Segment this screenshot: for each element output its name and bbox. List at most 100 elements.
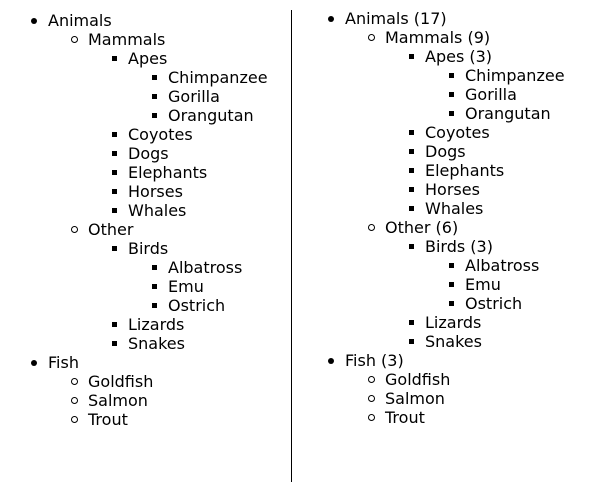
list-item: Coyotes <box>0 125 290 144</box>
square-bullet-icon <box>407 180 417 199</box>
tree-item-birds: Birds Albatross Emu Ostrich <box>0 239 290 315</box>
square-bullet-icon <box>407 161 417 180</box>
tree-label: Other (6) <box>385 218 459 237</box>
square-bullet-icon <box>447 294 457 313</box>
list-item: Trout <box>0 410 290 429</box>
tree-label: Whales <box>425 199 484 218</box>
list-item: Albatross <box>0 258 290 277</box>
square-bullet-icon <box>447 66 457 85</box>
tree-label: Trout <box>385 408 425 427</box>
square-bullet-icon <box>447 104 457 123</box>
tree-item-animals: Animals Mammals Apes <box>0 11 290 353</box>
tree-item-other: Other Birds Albatross Emu Ostrich <box>0 220 290 353</box>
list-item: Ostrich <box>0 296 290 315</box>
tree-label: Goldfish <box>385 370 451 389</box>
square-bullet-icon <box>150 277 160 296</box>
list-item: Dogs <box>297 142 597 161</box>
tree-item-birds: Birds (3) Albatross Emu Ostrich <box>297 237 597 313</box>
tree-label: Trout <box>88 410 128 429</box>
tree-label: Fish (3) <box>345 351 404 370</box>
square-bullet-icon <box>150 87 160 106</box>
tree-label: Salmon <box>385 389 445 408</box>
tree-item-mammals: Mammals (9) Apes (3) Chimpanzee Gorilla <box>297 28 597 218</box>
tree-item-animals: Animals (17) Mammals (9) Apes (3) <box>297 9 597 351</box>
tree-label: Emu <box>168 277 204 296</box>
list-item: Emu <box>0 277 290 296</box>
disc-bullet-icon <box>327 351 337 370</box>
tree-label: Horses <box>425 180 480 199</box>
tree-label: Salmon <box>88 391 148 410</box>
tree-item-fish: Fish Goldfish Salmon Trout <box>0 353 290 429</box>
tree-label: Chimpanzee <box>168 68 268 87</box>
tree-label: Animals (17) <box>345 9 447 28</box>
circle-bullet-icon <box>367 408 377 427</box>
square-bullet-icon <box>110 144 120 163</box>
square-bullet-icon <box>407 142 417 161</box>
tree-item-fish: Fish (3) Goldfish Salmon Trout <box>297 351 597 427</box>
disc-bullet-icon <box>30 353 40 372</box>
tree-label: Fish <box>48 353 79 372</box>
square-bullet-icon <box>447 85 457 104</box>
tree-label: Albatross <box>168 258 243 277</box>
tree-label: Gorilla <box>168 87 220 106</box>
square-bullet-icon <box>110 315 120 334</box>
tree-item-mammals: Mammals Apes Chimpanzee Gorilla Orangut <box>0 30 290 220</box>
square-bullet-icon <box>150 296 160 315</box>
vertical-divider <box>291 10 292 482</box>
circle-bullet-icon <box>367 28 377 47</box>
tree-label: Other <box>88 220 134 239</box>
square-bullet-icon <box>150 106 160 125</box>
tree-label: Animals <box>48 11 112 30</box>
square-bullet-icon <box>110 239 120 258</box>
tree-label: Dogs <box>128 144 169 163</box>
disc-bullet-icon <box>327 9 337 28</box>
square-bullet-icon <box>447 256 457 275</box>
square-bullet-icon <box>150 258 160 277</box>
list-item: Ostrich <box>297 294 597 313</box>
tree-label: Lizards <box>425 313 482 332</box>
tree-label: Emu <box>465 275 501 294</box>
tree-label: Chimpanzee <box>465 66 565 85</box>
list-item: Horses <box>297 180 597 199</box>
list-item: Gorilla <box>0 87 290 106</box>
square-bullet-icon <box>110 49 120 68</box>
tree-label: Gorilla <box>465 85 517 104</box>
tree-label: Apes (3) <box>425 47 493 66</box>
tree-label: Birds (3) <box>425 237 493 256</box>
list-item: Trout <box>297 408 597 427</box>
list-item: Coyotes <box>297 123 597 142</box>
square-bullet-icon <box>110 125 120 144</box>
square-bullet-icon <box>407 237 417 256</box>
tree-label: Dogs <box>425 142 466 161</box>
square-bullet-icon <box>407 313 417 332</box>
list-item: Lizards <box>297 313 597 332</box>
tree-label: Snakes <box>128 334 185 353</box>
tree-item-apes: Apes (3) Chimpanzee Gorilla Orangutan <box>297 47 597 123</box>
circle-bullet-icon <box>70 410 80 429</box>
square-bullet-icon <box>110 201 120 220</box>
tree-label: Coyotes <box>425 123 490 142</box>
square-bullet-icon <box>110 334 120 353</box>
list-item: Lizards <box>0 315 290 334</box>
tree-label: Elephants <box>128 163 208 182</box>
list-item: Snakes <box>297 332 597 351</box>
list-item: Salmon <box>0 391 290 410</box>
left-tree-panel: Animals Mammals Apes <box>0 11 290 429</box>
tree-item-other: Other (6) Birds (3) Albatross Emu Ostri <box>297 218 597 351</box>
list-item: Whales <box>297 199 597 218</box>
list-item: Gorilla <box>297 85 597 104</box>
list-item: Whales <box>0 201 290 220</box>
tree-label: Coyotes <box>128 125 193 144</box>
tree-label: Lizards <box>128 315 185 334</box>
tree-label: Orangutan <box>465 104 551 123</box>
list-item: Orangutan <box>297 104 597 123</box>
circle-bullet-icon <box>367 218 377 237</box>
square-bullet-icon <box>407 199 417 218</box>
list-item: Elephants <box>297 161 597 180</box>
list-item: Orangutan <box>0 106 290 125</box>
list-item: Snakes <box>0 334 290 353</box>
tree-label: Orangutan <box>168 106 254 125</box>
circle-bullet-icon <box>70 372 80 391</box>
list-item: Horses <box>0 182 290 201</box>
tree-label: Goldfish <box>88 372 154 391</box>
